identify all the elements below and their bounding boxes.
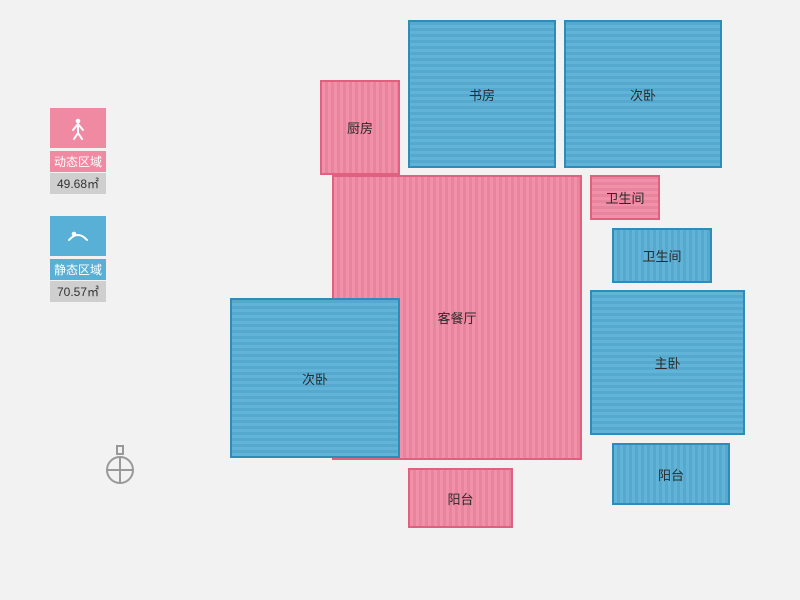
room-wc1: 卫生间 <box>590 175 660 220</box>
legend-static-title: 静态区域 <box>50 259 106 280</box>
room-label: 阳台 <box>447 489 473 508</box>
rest-icon <box>50 216 106 256</box>
floor-plan: 厨房书房次卧客餐厅卫生间卫生间主卧次卧阳台阳台 <box>260 20 750 560</box>
room-label: 卫生间 <box>642 246 681 265</box>
room-bedroom-ne: 次卧 <box>564 20 722 168</box>
person-icon <box>66 116 90 140</box>
legend-dynamic-value: 49.68㎡ <box>50 173 106 194</box>
room-wc2: 卫生间 <box>612 228 712 283</box>
room-label: 厨房 <box>347 118 373 137</box>
room-balcony1: 阳台 <box>408 468 513 528</box>
room-bedroom-sw: 次卧 <box>230 298 400 458</box>
legend-dynamic-title: 动态区域 <box>50 151 106 172</box>
legend: 动态区域 49.68㎡ 静态区域 70.57㎡ <box>50 108 106 324</box>
legend-static-value: 70.57㎡ <box>50 281 106 302</box>
activity-icon <box>50 108 106 148</box>
room-label: 次卧 <box>302 369 328 388</box>
room-label: 阳台 <box>658 465 684 484</box>
legend-static: 静态区域 70.57㎡ <box>50 216 106 302</box>
room-label: 卫生间 <box>605 188 644 207</box>
room-kitchen: 厨房 <box>320 80 400 175</box>
room-master: 主卧 <box>590 290 745 435</box>
room-label: 次卧 <box>630 85 656 104</box>
room-label: 客餐厅 <box>437 308 476 327</box>
compass-icon <box>100 440 140 490</box>
room-label: 主卧 <box>654 353 680 372</box>
legend-dynamic: 动态区域 49.68㎡ <box>50 108 106 194</box>
sleep-icon <box>66 224 90 248</box>
room-balcony2: 阳台 <box>612 443 730 505</box>
room-study: 书房 <box>408 20 556 168</box>
room-label: 书房 <box>469 85 495 104</box>
